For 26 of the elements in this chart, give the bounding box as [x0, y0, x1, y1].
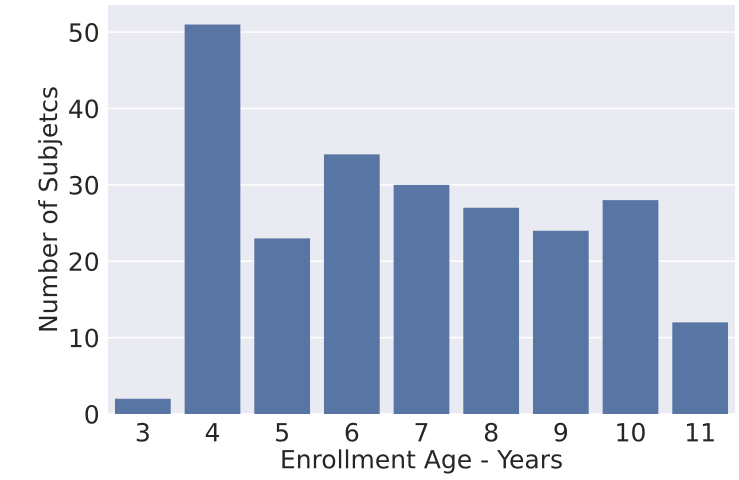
y-axis-title: Number of Subjetcs	[38, 87, 62, 330]
x-tick-label: 9	[554, 422, 568, 442]
bar	[184, 24, 240, 414]
x-tick-label: 6	[346, 422, 358, 442]
x-tick-label: 4	[206, 423, 220, 442]
bar	[463, 208, 520, 414]
x-tick-label: 8	[484, 422, 498, 442]
bar	[324, 154, 380, 414]
bar	[394, 184, 450, 414]
y-tick-label: 30	[70, 176, 98, 195]
y-tick-label: 40	[69, 99, 98, 118]
x-axis-title: Enrollment Age - Years	[282, 449, 562, 474]
bar	[672, 322, 728, 414]
bar	[254, 238, 310, 414]
bar	[602, 200, 658, 414]
x-tick-label: 5	[276, 423, 288, 442]
bar	[532, 230, 589, 414]
x-tick-label: 7	[416, 423, 428, 442]
x-tick-label: 10	[617, 422, 645, 442]
y-tick-label: 10	[70, 328, 98, 348]
bar	[114, 398, 171, 414]
y-tick-label: 0	[85, 404, 98, 424]
y-tick-label: 20	[70, 252, 98, 272]
y-tick-label: 50	[70, 23, 98, 42]
x-tick-label: 11	[687, 423, 714, 442]
x-tick-label: 3	[136, 422, 149, 442]
